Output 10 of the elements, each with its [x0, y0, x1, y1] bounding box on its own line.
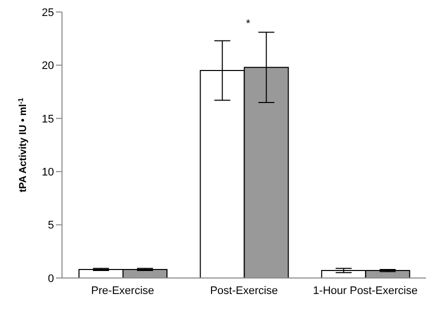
y-tick-label: 10: [42, 166, 54, 179]
y-tick-label: 0: [48, 272, 54, 285]
x-tick-label: Pre-Exercise: [91, 284, 154, 297]
y-tick-label: 25: [42, 6, 54, 19]
x-tick-label: 1-Hour Post-Exercise: [313, 284, 418, 297]
x-tick-label: Post-Exercise: [210, 284, 278, 297]
y-tick-label: 20: [42, 60, 54, 72]
annotation: *: [246, 18, 250, 30]
y-tick-label: 15: [42, 113, 54, 126]
y-tick-label: 5: [48, 220, 54, 232]
